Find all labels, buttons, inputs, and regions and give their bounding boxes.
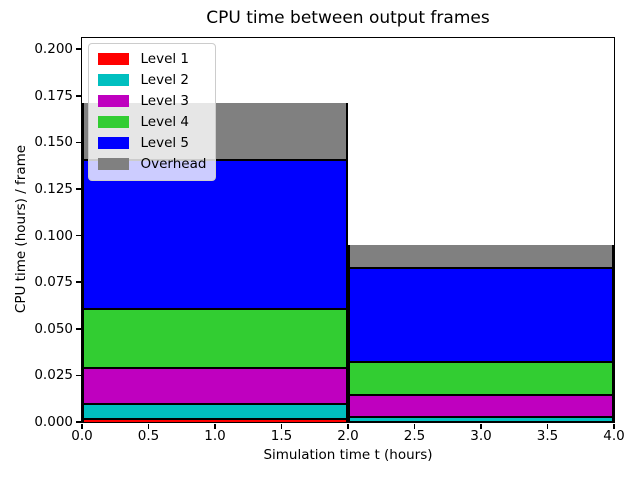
bar-segment-level-2: [349, 415, 612, 421]
legend-label: Level 3: [140, 93, 190, 109]
y-tick-mark: [75, 48, 81, 50]
bar-segment-level-4: [83, 307, 346, 368]
legend-swatch-icon: [97, 137, 129, 149]
bar-segment-overhead: [349, 245, 612, 267]
bar-segment-level-5: [83, 158, 346, 308]
y-tick-label: 0.000: [34, 414, 73, 430]
bar-segment-level-3: [83, 367, 346, 403]
legend-label: Level 5: [140, 135, 190, 151]
y-tick-mark: [75, 281, 81, 283]
y-tick-mark: [75, 328, 81, 330]
y-tick-mark: [75, 421, 81, 423]
legend: Level 1 Level 2 Level 3 Level 4 Level 5 Overh…: [87, 42, 217, 181]
y-tick-mark: [75, 234, 81, 237]
legend-item: Level 1: [97, 49, 207, 70]
y-tick-label: 0.050: [34, 320, 73, 337]
x-tick-label: 0.0: [71, 428, 93, 444]
bar-segment-level-3: [349, 393, 612, 416]
legend-swatch-icon: [97, 95, 129, 107]
y-tick-mark: [75, 141, 81, 144]
y-tick-mark: [75, 188, 81, 190]
legend-item: Overhead: [97, 154, 207, 175]
legend-swatch-icon: [97, 74, 129, 86]
y-tick-label: 0.150: [34, 134, 73, 151]
y-tick-label: 0.175: [34, 87, 73, 104]
legend-item: Level 5: [97, 133, 207, 154]
bar-segment-level-4: [349, 360, 612, 394]
legend-label: Level 4: [140, 114, 190, 130]
x-tick-mark: [613, 423, 615, 429]
x-tick-mark: [413, 423, 416, 429]
x-tick-mark: [214, 423, 216, 429]
x-tick-mark: [81, 423, 83, 429]
legend-swatch-icon: [97, 158, 129, 170]
y-tick-label: 0.200: [34, 41, 73, 58]
chart-title: CPU time between output frames: [206, 8, 490, 28]
x-tick-label: 0.5: [137, 428, 160, 444]
y-tick-label: 0.025: [34, 367, 73, 384]
x-tick-label: 1.0: [204, 428, 226, 444]
legend-item: Level 2: [97, 70, 207, 91]
y-tick-label: 0.125: [34, 180, 73, 197]
x-axis-label: Simulation time t (hours): [263, 447, 433, 463]
legend-item: Level 4: [97, 112, 207, 133]
y-tick-label: 0.100: [34, 227, 73, 244]
x-tick-mark: [147, 423, 150, 429]
x-tick-label: 3.0: [470, 428, 492, 444]
legend-item: Level 3: [97, 91, 207, 112]
legend-label: Level 1: [140, 51, 190, 67]
plot-area: Level 1 Level 2 Level 3 Level 4 Level 5 Overh…: [80, 36, 615, 423]
y-tick-mark: [75, 374, 81, 377]
x-tick-label: 4.0: [603, 428, 625, 444]
bar-segment-level-1: [83, 417, 346, 422]
bar-segment-level-2: [83, 402, 346, 418]
legend-swatch-icon: [97, 116, 129, 128]
bar-segment-level-5: [349, 266, 612, 361]
legend-label: Overhead: [140, 156, 207, 172]
x-tick-label: 2.0: [337, 428, 359, 444]
x-tick-label: 1.5: [270, 428, 293, 444]
x-tick-mark: [347, 423, 349, 429]
x-tick-label: 3.5: [536, 428, 559, 444]
x-tick-mark: [546, 423, 549, 429]
x-tick-mark: [280, 423, 283, 429]
legend-label: Level 2: [140, 72, 190, 88]
x-tick-mark: [480, 423, 482, 429]
y-tick-label: 0.075: [34, 274, 73, 291]
stacked-bar: [347, 245, 614, 422]
y-tick-mark: [75, 95, 81, 97]
legend-swatch-icon: [97, 53, 129, 65]
x-tick-label: 2.5: [403, 428, 426, 444]
